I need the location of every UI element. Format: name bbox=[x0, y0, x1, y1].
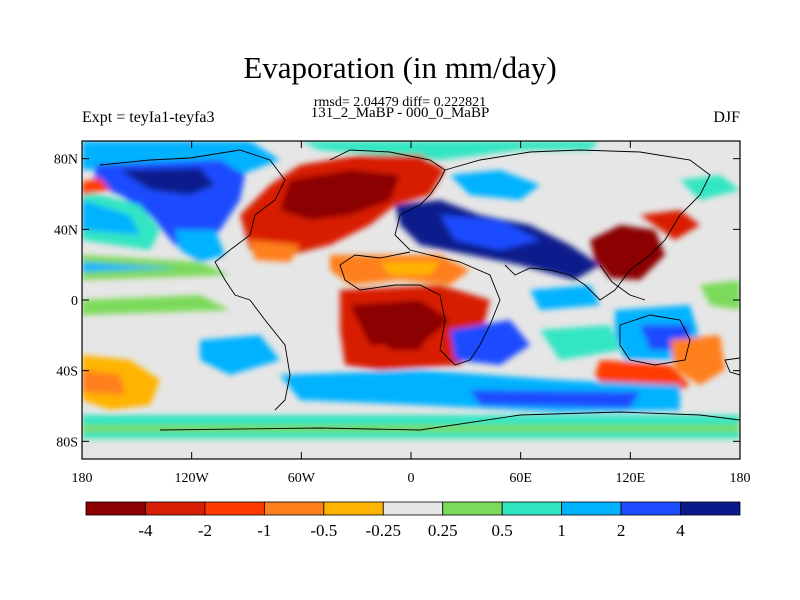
stats-line: rmsd= 2.04479 diff= 0.222821 bbox=[313, 95, 487, 110]
colorbar-label: 4 bbox=[676, 521, 685, 540]
x-tick-label: 120W bbox=[175, 471, 210, 486]
y-tick-label: 80S bbox=[56, 435, 78, 450]
colorbar-swatch bbox=[323, 501, 384, 516]
colorbar bbox=[85, 501, 741, 516]
season-label: DJF bbox=[713, 109, 740, 126]
x-tick-label: 60W bbox=[288, 471, 316, 486]
colorbar-label: 0.5 bbox=[492, 521, 513, 540]
colorbar-swatch bbox=[620, 501, 681, 516]
colorbar-swatch bbox=[382, 501, 444, 516]
x-tick-label: 180 bbox=[730, 471, 751, 486]
colorbar-label: -0.25 bbox=[366, 521, 401, 540]
coastline bbox=[99, 149, 740, 431]
experiment-label: Expt = teyIa1-teyfa3 bbox=[82, 109, 215, 126]
colorbar-label: -4 bbox=[138, 521, 153, 540]
y-tick-label: 40N bbox=[54, 223, 78, 238]
colorbar-swatch bbox=[680, 501, 741, 516]
y-tick-label: 40S bbox=[56, 365, 78, 380]
y-tick-label: 80N bbox=[54, 153, 78, 168]
comparison-label: 131_2_MaBP - 000_0_MaBP bbox=[310, 105, 490, 121]
colorbar-label: -0.5 bbox=[310, 521, 337, 540]
plot-title: Evaporation (in mm/day) bbox=[243, 50, 557, 85]
x-tick-label: 180 bbox=[72, 471, 93, 486]
colorbar-swatch bbox=[501, 501, 563, 516]
colorbar-swatch bbox=[85, 501, 146, 516]
x-tick-label: 0 bbox=[408, 471, 415, 486]
colorbar-label: 2 bbox=[617, 521, 626, 540]
colorbar-labels: -4 -2 -1 -0.5 -0.25 0.25 0.5 1 2 4 bbox=[138, 521, 685, 540]
colorbar-swatch bbox=[263, 501, 325, 516]
colorbar-swatch bbox=[442, 501, 503, 516]
axis-ticks bbox=[81, 141, 741, 459]
colorbar-label: -1 bbox=[257, 521, 271, 540]
colorbar-swatch bbox=[561, 501, 622, 516]
axis-labels: 180 120W 60W 0 60E 120E 180 80N 40N 0 40S 80S bbox=[54, 153, 751, 486]
y-tick-label: 0 bbox=[71, 294, 78, 309]
x-tick-label: 60E bbox=[509, 471, 532, 486]
colorbar-label: 0.25 bbox=[428, 521, 458, 540]
x-tick-label: 120E bbox=[616, 471, 646, 486]
colorbar-swatch bbox=[204, 501, 265, 516]
anomaly-field bbox=[82, 141, 740, 459]
colorbar-label: -2 bbox=[198, 521, 212, 540]
colorbar-label: 1 bbox=[557, 521, 566, 540]
colorbar-swatch bbox=[145, 501, 206, 516]
